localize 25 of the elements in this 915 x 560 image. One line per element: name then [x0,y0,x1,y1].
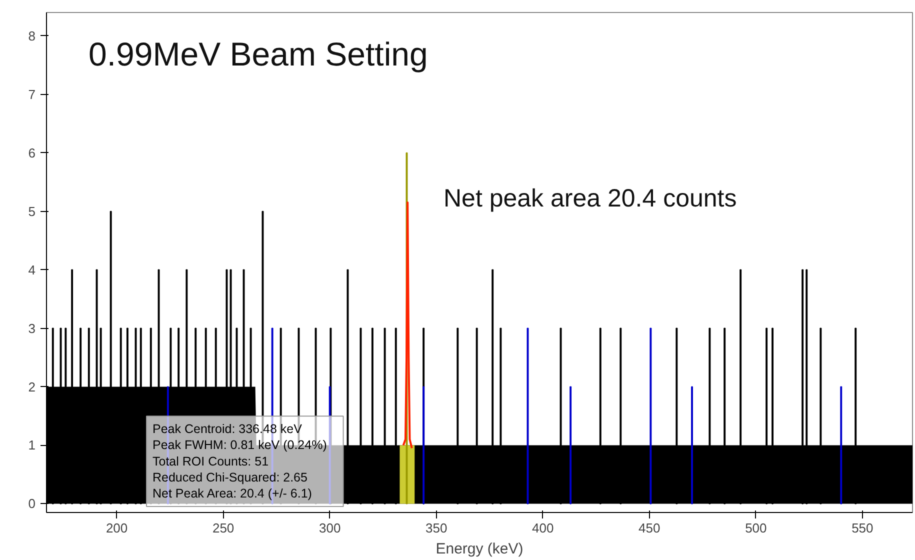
annotation: Reduced Chi-Squared: 2.65 [152,470,308,484]
x-tick-label: 400 [532,520,554,536]
annotation: Peak Centroid: 336.48 keV [152,422,303,436]
x-tick-label: 250 [212,520,234,536]
x-tick-label: 450 [638,520,660,536]
annotation: Net peak area 20.4 counts [444,184,737,212]
y-tick-label: 1 [28,438,36,453]
x-tick-label: 550 [852,520,874,536]
annotation: Net Peak Area: 20.4 (+/- 6.1) [152,486,312,500]
x-tick-label: 200 [106,520,128,536]
annotation: Total ROI Counts: 51 [152,454,269,468]
y-tick-label: 5 [28,204,36,219]
x-tick-label: 300 [318,520,341,536]
x-tick-label: 350 [426,520,448,536]
y-tick-label: 4 [28,262,36,278]
y-tick-label: 0 [28,496,36,512]
y-tick-label: 6 [28,145,36,160]
annotation: Peak FWHM: 0.81 keV (0.24%) [152,438,327,452]
text: 0.99MeV Beam Setting [88,36,428,72]
x-axis-title: Energy (keV) [436,540,524,558]
x-tick-label: 500 [745,520,767,536]
y-tick-label: 7 [28,86,36,102]
y-tick-label: 3 [28,320,36,336]
y-tick-label: 8 [28,28,36,44]
y-tick-label: 2 [28,379,36,394]
